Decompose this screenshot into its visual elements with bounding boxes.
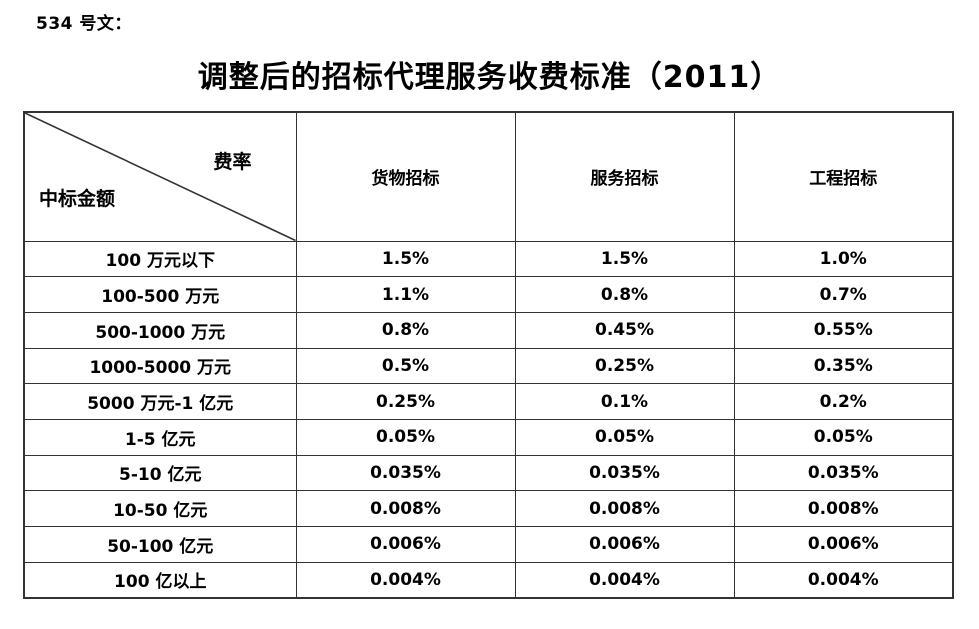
corner-label-bid-amount: 中标金额 xyxy=(39,187,116,210)
table-row: 500-1000 万元 0.8% 0.45% 0.55% xyxy=(23,311,954,349)
rate-cell: 0.004% xyxy=(514,561,735,599)
rate-cell: 0.006% xyxy=(514,526,735,563)
table-row: 5000 万元-1 亿元 0.25% 0.1% 0.2% xyxy=(23,383,954,420)
table-row: 50-100 亿元 0.006% 0.006% 0.006% xyxy=(23,526,954,563)
column-header-services: 服务招标 xyxy=(514,111,735,242)
table-row: 1000-5000 万元 0.5% 0.25% 0.35% xyxy=(23,347,954,385)
row-label: 1-5 亿元 xyxy=(23,418,297,456)
rate-cell: 0.55% xyxy=(733,311,954,349)
table-row: 100 亿以上 0.004% 0.004% 0.004% xyxy=(23,561,954,599)
rate-cell: 0.035% xyxy=(295,454,516,492)
rate-cell: 0.25% xyxy=(295,383,516,420)
rate-cell: 1.5% xyxy=(514,240,735,278)
rate-cell: 0.8% xyxy=(295,311,516,349)
row-label: 100 万元以下 xyxy=(23,240,297,278)
rate-cell: 0.45% xyxy=(514,311,735,349)
rate-cell: 0.004% xyxy=(733,561,954,599)
doc-number-label: 534 号文： xyxy=(36,14,132,34)
rate-cell: 0.2% xyxy=(733,383,954,420)
table-row: 100-500 万元 1.1% 0.8% 0.7% xyxy=(23,276,954,313)
rate-cell: 0.8% xyxy=(514,276,735,313)
rate-cell: 0.006% xyxy=(295,526,516,563)
rate-cell: 0.5% xyxy=(295,347,516,385)
rate-cell: 0.35% xyxy=(733,347,954,385)
table-row: 1-5 亿元 0.05% 0.05% 0.05% xyxy=(23,418,954,456)
table-row: 100 万元以下 1.5% 1.5% 1.0% xyxy=(23,240,954,278)
table-header-row: 费率 中标金额 货物招标 服务招标 工程招标 xyxy=(23,111,954,242)
rate-cell: 0.7% xyxy=(733,276,954,313)
row-label: 5000 万元-1 亿元 xyxy=(23,383,297,420)
row-label: 50-100 亿元 xyxy=(23,526,297,563)
row-label: 5-10 亿元 xyxy=(23,454,297,492)
rate-cell: 0.006% xyxy=(733,526,954,563)
rate-cell: 0.05% xyxy=(295,418,516,456)
rate-cell: 0.008% xyxy=(733,490,954,527)
page-title: 调整后的招标代理服务收费标准（2011） xyxy=(197,60,782,95)
table-row: 10-50 亿元 0.008% 0.008% 0.008% xyxy=(23,490,954,527)
column-header-goods: 货物招标 xyxy=(295,111,516,242)
corner-label-rate: 费率 xyxy=(213,151,252,173)
diagonal-line xyxy=(25,113,295,240)
rate-cell: 0.008% xyxy=(295,490,516,527)
rate-cell: 1.0% xyxy=(733,240,954,278)
rate-cell: 0.004% xyxy=(295,561,516,599)
row-label: 100-500 万元 xyxy=(23,276,297,313)
diagonal-corner-cell: 费率 中标金额 xyxy=(23,111,297,242)
column-header-engineering: 工程招标 xyxy=(733,111,954,242)
rate-cell: 0.05% xyxy=(514,418,735,456)
row-label: 1000-5000 万元 xyxy=(23,347,297,385)
rate-cell: 1.1% xyxy=(295,276,516,313)
fee-rate-table: 费率 中标金额 货物招标 服务招标 工程招标 100 万元以下 1.5% 1.5… xyxy=(23,111,954,599)
rate-cell: 0.035% xyxy=(733,454,954,492)
row-label: 10-50 亿元 xyxy=(23,490,297,527)
row-label: 100 亿以上 xyxy=(23,561,297,599)
rate-cell: 0.035% xyxy=(514,454,735,492)
rate-cell: 0.25% xyxy=(514,347,735,385)
rate-cell: 0.008% xyxy=(514,490,735,527)
rate-cell: 0.05% xyxy=(733,418,954,456)
rate-cell: 0.1% xyxy=(514,383,735,420)
table-row: 5-10 亿元 0.035% 0.035% 0.035% xyxy=(23,454,954,492)
rate-cell: 1.5% xyxy=(295,240,516,278)
row-label: 500-1000 万元 xyxy=(23,311,297,349)
